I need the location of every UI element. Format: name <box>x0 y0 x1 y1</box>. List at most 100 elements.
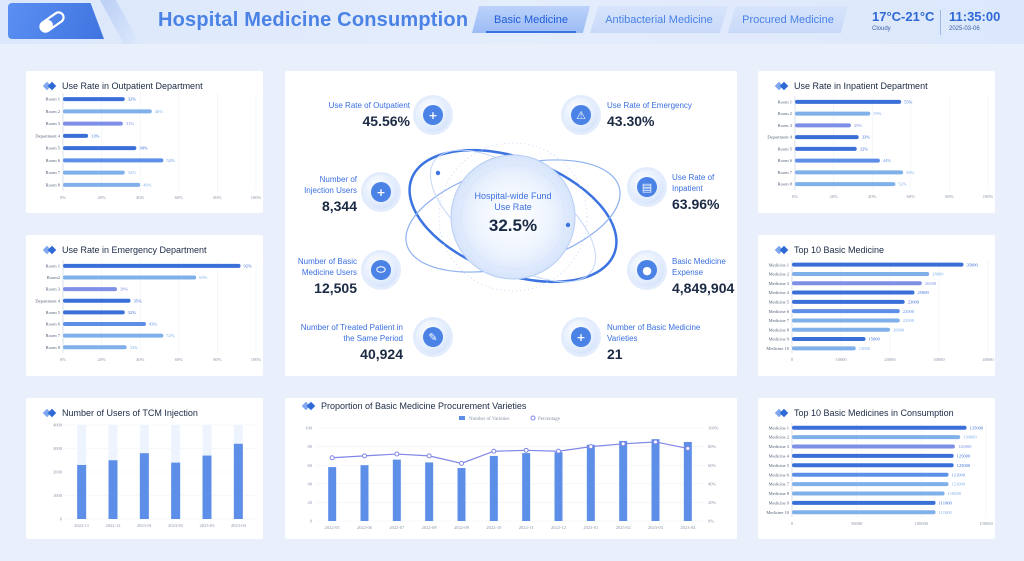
page-title: Hospital Medicine Consumption <box>158 9 469 31</box>
data-label: 38% <box>139 146 148 151</box>
column-bar <box>139 453 149 519</box>
varieties-bar <box>360 465 369 521</box>
tick-label: 100% <box>708 426 719 431</box>
syringe-icon: ✎ <box>416 320 450 354</box>
tick-label: 0% <box>60 195 66 200</box>
header-divider <box>940 10 941 35</box>
category-label: 2022-07 <box>389 525 405 530</box>
data-label: 56% <box>906 170 915 175</box>
bar <box>63 121 123 126</box>
category-label: Room 3 <box>778 123 793 128</box>
data-label: 111000 <box>939 501 953 506</box>
metric-injection-users: Number of Injection Users 8,344 <box>304 175 357 214</box>
tick-label: 2000 <box>53 470 63 475</box>
percentage-point <box>653 439 658 445</box>
bar <box>63 97 125 102</box>
bar <box>63 170 125 175</box>
percentage-line <box>332 441 688 464</box>
category-label: Medicine 1 <box>769 425 789 430</box>
tick-label: 100% <box>251 357 262 362</box>
capsule-icon: ⬭ <box>364 253 398 287</box>
percentage-point <box>491 448 497 454</box>
data-label: 13000 <box>859 346 871 351</box>
medicine-bag-icon: + <box>364 175 398 209</box>
category-label: Department 4 <box>35 298 60 303</box>
weather-condition: Cloudy <box>872 26 891 32</box>
category-label: Medicine 7 <box>769 482 790 487</box>
tick-label: 4000 <box>53 423 63 428</box>
tab-procured-medicine[interactable]: Procured Medicine <box>728 6 848 33</box>
category-label: Department 4 <box>767 135 792 140</box>
card-emergency-use-rate: Use Rate in Emergency Department 0% 20% 40… <box>26 235 263 376</box>
bar <box>795 111 871 116</box>
bar <box>63 275 197 280</box>
inner-ring <box>460 164 566 270</box>
bar <box>792 299 905 304</box>
procurement-combo-chart: Number of Varieties Percentage 0 0% 20 20% 40 4… <box>305 415 719 530</box>
data-label: 29% <box>854 123 863 128</box>
tick-label: 80% <box>213 357 222 362</box>
bar <box>792 290 915 295</box>
tcm-column-chart: 0 1000 2000 3000 4000 2022-11 2022-12 2023-01 20… <box>53 423 254 528</box>
column-bar <box>77 464 87 519</box>
category-label: 2023-03 <box>648 525 664 530</box>
header-decoration <box>100 0 140 44</box>
varieties-bar <box>392 459 401 521</box>
tick-label: 40% <box>136 195 145 200</box>
bar <box>63 287 118 292</box>
column-bar <box>171 462 181 519</box>
bar <box>795 182 896 187</box>
tick-label: 150000 <box>979 521 993 526</box>
bar <box>792 463 954 468</box>
bar <box>792 482 949 487</box>
data-label: 125000 <box>957 454 971 459</box>
bar <box>792 327 890 332</box>
tick-label: 20% <box>97 195 106 200</box>
bar <box>63 333 164 338</box>
card-outpatient-use-rate: Use Rate in Outpatient Department 0% 20% 4… <box>26 71 263 213</box>
category-label: 2023-04 <box>680 525 696 530</box>
tick-label: 80% <box>213 195 222 200</box>
tick-label: 40% <box>708 481 717 486</box>
varieties-bar <box>522 453 531 521</box>
data-label: 69% <box>199 275 208 280</box>
data-label: 23000 <box>908 299 920 304</box>
category-label: Medicine 8 <box>769 491 790 496</box>
varieties-bar <box>651 439 660 521</box>
category-label: Room 5 <box>46 146 61 151</box>
card-inpatient-use-rate: Use Rate in Inpatient Department 0% 20% 40… <box>758 71 995 213</box>
clock-time: 11:35:00 <box>949 9 1001 24</box>
data-label: 35% <box>134 298 143 303</box>
data-label: 33% <box>130 345 139 350</box>
clock-widget: 11:35:00 2025-03-06 <box>949 9 1000 32</box>
data-label: 13% <box>91 133 100 138</box>
varieties-bar <box>554 452 563 521</box>
bar <box>63 310 125 315</box>
legend-label: Number of Varieties <box>469 417 510 422</box>
tab-basic-medicine[interactable]: Basic Medicine <box>472 6 590 33</box>
data-label: 28000 <box>932 272 944 277</box>
category-label: Room 8 <box>46 345 61 350</box>
emergency-bar-chart: 0% 20% 40% 60% 80% 100% Room 1 92% Room2 69% Room … <box>35 260 262 362</box>
metric-inpatient: Use Rate of Inpatient 63.96% <box>672 173 720 212</box>
data-label: 43% <box>149 322 158 327</box>
tab-antibacterial-medicine[interactable]: Antibacterial Medicine <box>590 6 728 33</box>
bar <box>792 346 856 351</box>
outpatient-bar-chart: 0% 20% 40% 60% 80% 100% Room 1 32% Room 2 46% Room… <box>35 93 262 200</box>
tick-label: 100000 <box>915 521 929 526</box>
tick-label: 40 <box>308 481 313 486</box>
card-top10-basic-medicine: Top 10 Basic Medicine 0 10000 20000 30000 40… <box>758 235 995 376</box>
tick-label: 60% <box>175 357 184 362</box>
data-label: 35000 <box>967 262 979 267</box>
header-bar: Hospital Medicine Consumption Basic Medi… <box>0 0 1024 44</box>
percentage-point <box>362 453 367 459</box>
legend-label: Percentage <box>538 417 561 422</box>
tick-label: 100% <box>251 195 262 200</box>
tick-label: 100 <box>305 426 313 431</box>
category-label: Room 6 <box>46 322 61 327</box>
varieties-bar <box>683 441 692 521</box>
percentage-point <box>523 447 529 453</box>
top10-bar-chart: 0 10000 20000 30000 40000 Medicine 1 35000 Medi… <box>766 260 994 362</box>
bar <box>63 263 241 268</box>
tick-label: 80% <box>945 194 954 199</box>
